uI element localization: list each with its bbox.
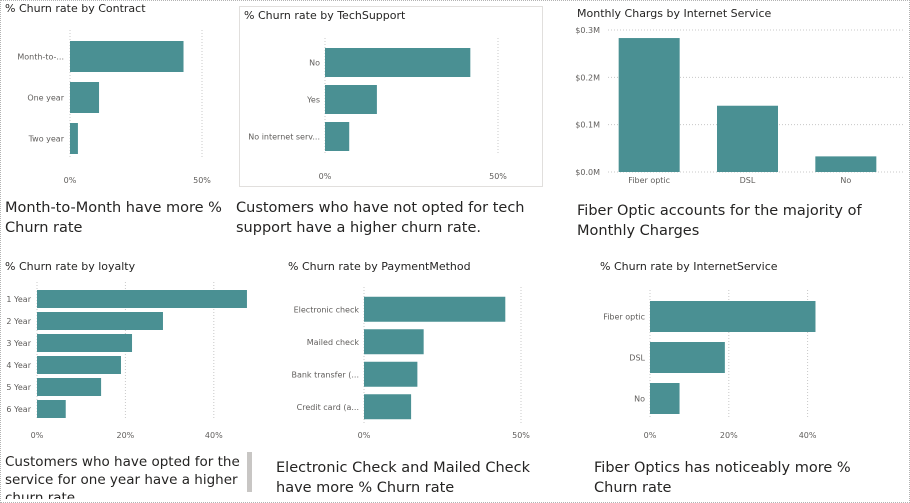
loyalty-chart[interactable]: 0% 20% 40% 1 Year 2 Year 3 Year 4 Year 5 Year 6 …	[0, 276, 258, 446]
x-tick-label: 0%	[31, 431, 44, 440]
bar-bank-transfer	[364, 361, 418, 387]
bar-no	[325, 48, 471, 77]
x-tick-label: 20%	[720, 431, 738, 440]
x-category-label: No	[840, 176, 851, 185]
contract-chart[interactable]: 0% 50% Month-to-... One year Two year	[0, 14, 232, 190]
bar-two-year	[70, 123, 78, 154]
y-tick-label: $0.0M	[575, 168, 600, 177]
x-tick-label: 0%	[644, 431, 657, 440]
bar-2-year	[37, 312, 163, 330]
bar-5-year	[37, 378, 102, 396]
x-tick-label: 0%	[358, 431, 371, 440]
x-tick-label: 20%	[117, 431, 135, 440]
techsupport-chart[interactable]: 0% 50% No Yes No internet serv...	[240, 24, 542, 186]
contract-chart-title: % Churn rate by Contract	[5, 2, 146, 15]
y-category-label: 3 Year	[6, 339, 31, 348]
x-tick-label: 50%	[193, 176, 211, 185]
y-category-label: No internet serv...	[248, 133, 320, 142]
x-category-label: DSL	[740, 176, 756, 185]
y-category-label: 4 Year	[6, 361, 31, 370]
y-category-label: No	[634, 395, 645, 404]
y-category-label: Month-to-...	[17, 53, 64, 62]
monthly-charges-chart[interactable]: $0.0M $0.1M $0.2M $0.3M Fiber optic DSL No	[560, 20, 905, 190]
loyalty-chart-title: % Churn rate by loyalty	[5, 260, 136, 273]
x-tick-label: 0%	[64, 176, 77, 185]
x-tick-label: 50%	[512, 431, 530, 440]
y-category-label: 6 Year	[6, 405, 31, 414]
bar-electronic-check	[364, 296, 506, 322]
bar-6-year	[37, 400, 66, 418]
y-tick-label: $0.3M	[575, 26, 600, 35]
y-category-label: Bank transfer (...	[291, 370, 359, 379]
y-category-label: 1 Year	[6, 295, 31, 304]
bar-mailed-check	[364, 329, 424, 355]
payment-insight-text: Electronic Check and Mailed Check have m…	[276, 460, 530, 496]
y-category-label: No	[309, 59, 320, 68]
y-tick-label: $0.2M	[575, 73, 600, 82]
bar-fiber-optic	[618, 38, 680, 173]
bar-yes	[325, 85, 377, 114]
x-tick-label: 40%	[799, 431, 817, 440]
x-tick-label: 0%	[319, 172, 332, 181]
bar-no	[650, 383, 680, 414]
internet-insight-text: Fiber Optics has noticeably more % Churn…	[594, 460, 851, 496]
y-category-label: Credit card (a...	[297, 403, 359, 412]
y-category-label: Mailed check	[307, 338, 360, 347]
bar-one-year	[70, 82, 100, 113]
bar-dsl	[717, 105, 778, 172]
techsupport-chart-title: % Churn rate by TechSupport	[244, 9, 406, 22]
bar-1-year	[37, 290, 247, 308]
x-category-label: Fiber optic	[628, 176, 670, 185]
y-tick-label: $0.1M	[575, 121, 600, 130]
monthly-insight-text: Fiber Optic accounts for the majority of…	[577, 203, 862, 239]
payment-chart-title: % Churn rate by PaymentMethod	[288, 260, 471, 273]
y-category-label: Two year	[28, 135, 65, 144]
loyalty-text-scrollbar[interactable]	[247, 452, 252, 492]
internet-chart-title: % Churn rate by InternetService	[600, 260, 778, 273]
monthly-chart-title: Monthly Chargs by Internet Service	[577, 7, 772, 20]
y-category-label: Electronic check	[294, 305, 360, 314]
techsupport-visual-frame	[239, 6, 543, 187]
internet-service-chart[interactable]: 0% 20% 40% Fiber optic DSL No	[580, 276, 870, 446]
x-tick-label: 40%	[205, 431, 223, 440]
bar-no-internet-serv	[325, 122, 350, 151]
bar-no	[815, 156, 877, 172]
bar-credit-card-a	[364, 394, 412, 420]
loyalty-insight-text: Customers who have opted for the service…	[5, 454, 240, 499]
y-category-label: 2 Year	[6, 317, 31, 326]
bar-fiber-optic	[650, 301, 816, 332]
techsupport-insight-text: Customers who have not opted for tech su…	[236, 200, 525, 236]
contract-insight-text: Month-to-Month have more % Churn rate	[5, 200, 222, 236]
bar-month-to	[70, 41, 184, 72]
y-category-label: Fiber optic	[603, 313, 645, 322]
x-tick-label: 50%	[489, 172, 507, 181]
bar-4-year	[37, 356, 121, 374]
bar-3-year	[37, 334, 133, 352]
y-category-label: 5 Year	[6, 383, 31, 392]
y-category-label: Yes	[306, 96, 320, 105]
y-category-label: One year	[27, 94, 64, 103]
payment-method-chart[interactable]: 0% 50% Electronic check Mailed check Bank tr…	[270, 276, 560, 446]
bar-dsl	[650, 342, 725, 373]
y-category-label: DSL	[629, 354, 645, 363]
